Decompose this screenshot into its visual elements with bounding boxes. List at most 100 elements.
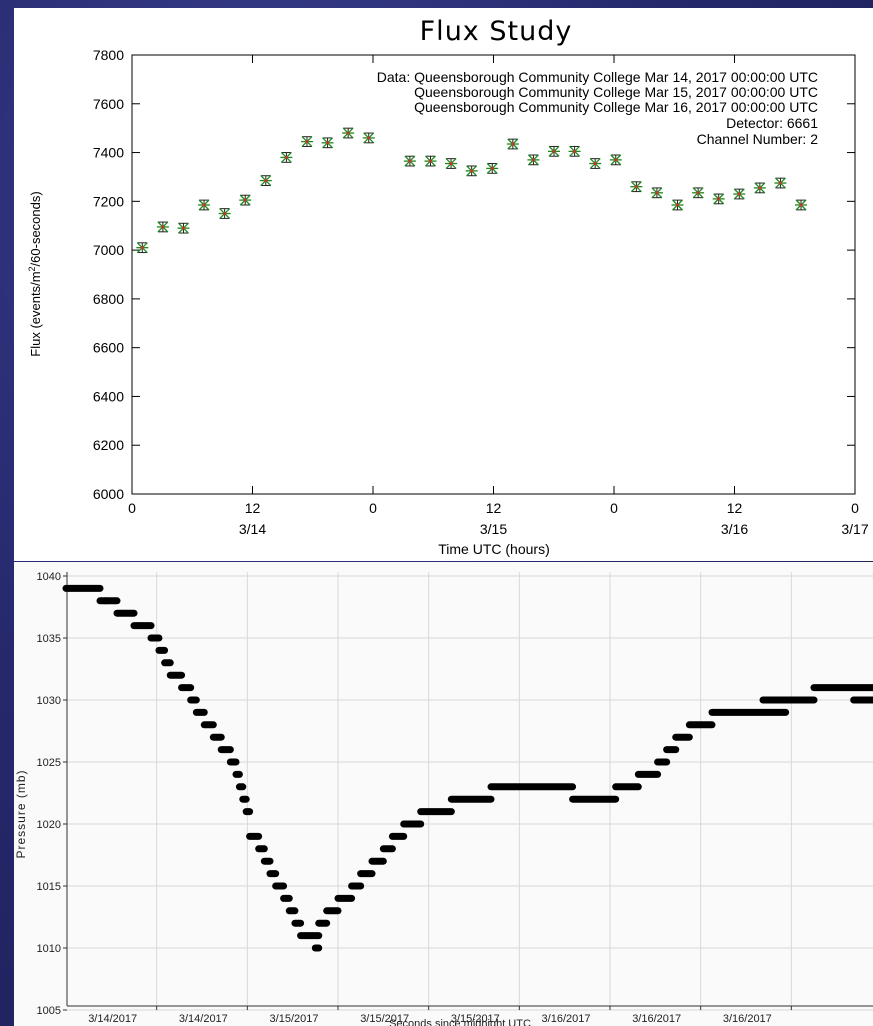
x-tick-label: 0 <box>851 500 859 516</box>
marker-center <box>346 131 350 135</box>
y-tick-label: 7600 <box>93 96 124 112</box>
marker-center <box>202 203 206 207</box>
data-point <box>362 132 375 144</box>
marker-center <box>778 181 783 185</box>
data-point <box>527 154 540 166</box>
marker-center <box>531 158 536 162</box>
marker-center <box>490 166 494 171</box>
y-tick-label: 1025 <box>37 757 61 769</box>
data-point <box>403 155 416 167</box>
x-tick-label: 3/16/2017 <box>632 1013 681 1025</box>
y-tick-label: 1005 <box>37 1005 61 1017</box>
data-point <box>506 138 519 150</box>
data-point <box>568 145 581 157</box>
marker-center <box>470 169 474 173</box>
data-point <box>733 188 746 200</box>
marker-center <box>511 142 515 146</box>
annotation-line: Queensborough Community College Mar 16, … <box>414 99 818 115</box>
flux-study-svg: Flux Study Data: Queensborough Community… <box>27 16 869 557</box>
x-tick-label: 3/15/2017 <box>270 1013 319 1025</box>
data-point <box>671 199 684 211</box>
data-point <box>445 158 458 169</box>
marker-center <box>737 192 741 196</box>
marker-center <box>717 197 721 201</box>
y-tick-label: 1020 <box>37 819 61 831</box>
y-tick-label: 1035 <box>37 633 61 645</box>
x-tick-date-label: 3/17 <box>841 521 868 537</box>
marker-center <box>614 158 618 162</box>
data-point <box>218 208 231 219</box>
x-tick-label: 12 <box>727 500 743 516</box>
data-point <box>774 177 787 189</box>
pressure-svg: 1005 1010 1015 1020 1025 1030 1035 1040 3/14/201… <box>14 571 873 1026</box>
y-tick-label: 7200 <box>93 193 124 209</box>
marker-center <box>799 203 803 207</box>
x-tick-label: 3/16/2017 <box>542 1013 591 1025</box>
data-point <box>609 154 622 166</box>
y-tick-label: 1030 <box>37 695 61 707</box>
data-point <box>259 175 272 187</box>
marker-center <box>161 225 165 229</box>
chart-title: Flux Study <box>420 16 573 47</box>
marker-center <box>243 198 247 202</box>
axes: 1005 1010 1015 1020 1025 1030 1035 1040 3/14/201… <box>37 571 792 1025</box>
marker-center <box>634 185 638 189</box>
data-point <box>177 222 190 234</box>
annotation-line: Detector: 6661 <box>726 115 818 131</box>
x-axis-label: Seconds since midnight UTC <box>389 1018 531 1026</box>
marker-center <box>428 159 433 163</box>
y-axis-label: Flux (events/m2/60-seconds) <box>27 191 43 356</box>
data-point <box>712 193 725 205</box>
y-tick-label: 6400 <box>93 388 124 404</box>
data-points <box>136 127 808 254</box>
data-point <box>300 136 313 148</box>
data-point <box>239 194 252 206</box>
y-tick-label: 7800 <box>93 47 124 63</box>
data-point <box>548 145 561 157</box>
data-point <box>342 127 355 139</box>
axes: 6000 6200 6400 6600 6800 7000 7200 7400 7600 7800… <box>93 47 869 537</box>
annotation-line: Channel Number: 2 <box>697 131 819 147</box>
data-point <box>465 165 478 177</box>
data-point <box>486 162 499 174</box>
y-tick-label: 6600 <box>93 340 124 356</box>
data-point <box>198 199 211 211</box>
legend-annotations: Data: Queensborough Community College Ma… <box>377 69 818 147</box>
x-tick-label: 0 <box>128 500 136 516</box>
y-axis-label: Pressure (mb) <box>14 769 28 858</box>
x-axis-label: Time UTC (hours) <box>438 541 550 557</box>
y-tick-label: 6200 <box>93 437 124 453</box>
marker-center <box>284 155 288 160</box>
data-points <box>62 584 873 952</box>
marker-center <box>264 179 268 183</box>
y-tick-label: 1010 <box>37 943 61 955</box>
data-point <box>136 242 149 254</box>
x-tick-label: 0 <box>369 500 377 516</box>
marker-center <box>696 191 700 195</box>
x-tick-label: 3/15/2017 <box>451 1013 500 1025</box>
flux-study-chart: Flux Study Data: Queensborough Community… <box>14 8 873 561</box>
x-tick-label: 12 <box>245 500 261 516</box>
data-point <box>321 137 334 149</box>
x-tick-label: 3/16/2017 <box>723 1013 772 1025</box>
x-tick-label: 3/14/2017 <box>88 1013 137 1025</box>
data-point <box>424 155 437 167</box>
data-point <box>650 187 663 199</box>
annotation-line: Data: Queensborough Community College Ma… <box>377 69 818 85</box>
marker-center <box>572 149 577 153</box>
annotation-line: Queensborough Community College Mar 15, … <box>414 84 818 100</box>
data-point <box>630 181 643 193</box>
marker-center <box>325 141 330 145</box>
y-tick-label: 7400 <box>93 145 124 161</box>
marker-center <box>552 149 556 153</box>
x-tick-label: 0 <box>610 500 618 516</box>
pressure-chart: 1005 1010 1015 1020 1025 1030 1035 1040 3/14/201… <box>14 562 873 1026</box>
x-tick-date-label: 3/16 <box>721 521 748 537</box>
marker-center <box>305 139 309 144</box>
marker-center <box>223 211 227 216</box>
data-point <box>589 158 602 169</box>
marker-center <box>181 226 186 230</box>
data-point <box>795 199 808 211</box>
y-tick-label: 6800 <box>93 291 124 307</box>
gridlines <box>67 572 873 1011</box>
